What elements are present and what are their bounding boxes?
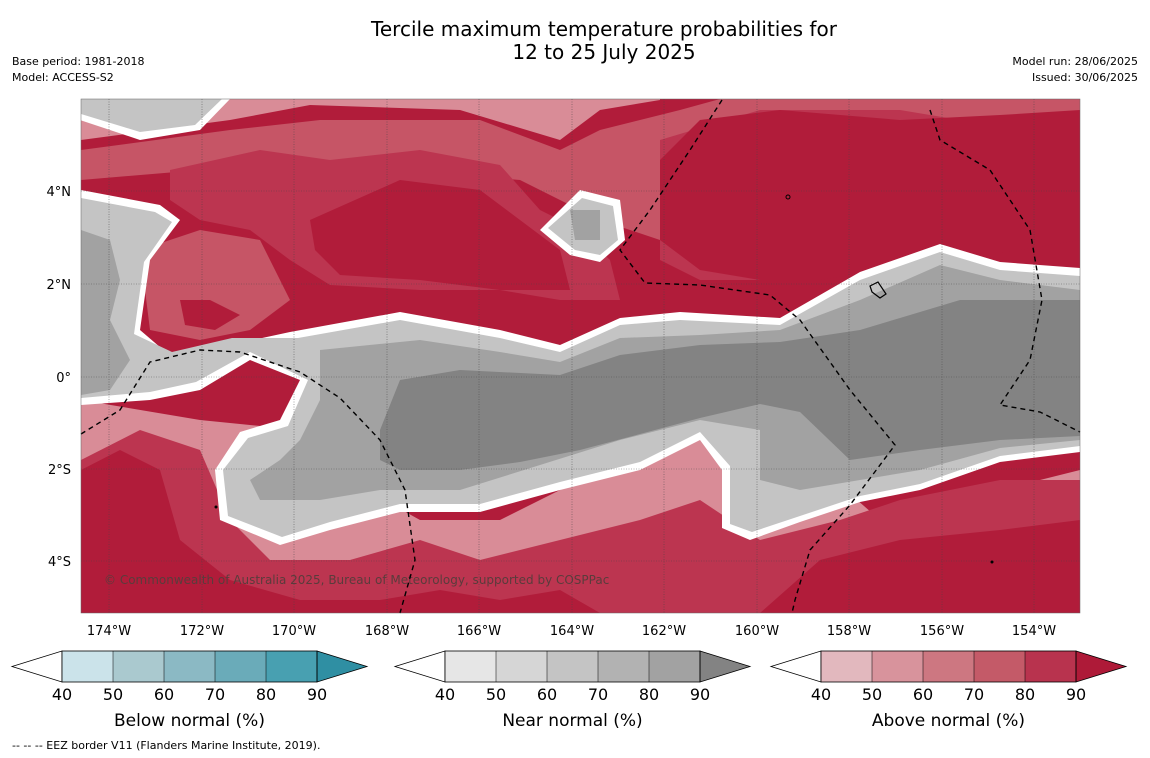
colorbar-title: Near normal (%)	[502, 711, 642, 731]
colorbar-segment	[872, 651, 923, 682]
colorbar-tick-label: 80	[256, 685, 276, 704]
colorbar-title: Below normal (%)	[114, 711, 265, 731]
map-field: © Commonwealth of Australia 2025, Bureau…	[81, 99, 1080, 613]
colorbar-high-extend	[316, 650, 369, 683]
longitude-tick-label: 172°W	[180, 624, 224, 639]
colorbar-tick-label: 40	[811, 685, 831, 704]
latitude-tick-labels: 4°N 2°N 0° 2°S 4°S	[47, 185, 72, 570]
colorbar-segment	[445, 651, 496, 682]
colorbar-segment	[547, 651, 598, 682]
colorbar-title: Above normal (%)	[872, 711, 1025, 731]
colorbar-frame	[444, 650, 701, 683]
colorbar-frame	[61, 650, 318, 683]
base-period-label: Base period: 1981-2018	[12, 55, 145, 68]
latitude-tick-label: 4°N	[47, 185, 72, 200]
map-title: Tercile maximum temperature probabilitie…	[0, 18, 1150, 64]
colorbar-tick-label: 70	[588, 685, 608, 704]
latitude-tick-label: 2°S	[48, 463, 71, 478]
above-colorbar: 40 50 60 70 80 90 Above normal (%)	[769, 650, 1128, 731]
latitude-tick-label: 0°	[56, 371, 71, 386]
colorbar-segment	[974, 651, 1025, 682]
colorbar-segment	[496, 651, 547, 682]
longitude-tick-label: 166°W	[457, 624, 501, 639]
colorbar-tick-label: 90	[1066, 685, 1086, 704]
colorbar-segment	[649, 651, 700, 682]
colorbar-tick-label: 90	[307, 685, 327, 704]
longitude-tick-label: 162°W	[642, 624, 686, 639]
longitude-tick-label: 170°W	[272, 624, 316, 639]
colorbar-tick-label: 60	[537, 685, 557, 704]
map-frame	[80, 98, 1081, 614]
colorbar-tick-label: 60	[913, 685, 933, 704]
colorbar-segment	[215, 651, 266, 682]
longitude-tick-labels: 174°W 172°W 170°W 168°W 166°W 164°W 162°W 160°W…	[87, 624, 1056, 639]
model-info-right: Model run: 28/06/2025 Issued: 30/06/2025	[1012, 54, 1138, 86]
island-dot	[214, 505, 218, 509]
colorbar-frame	[820, 650, 1077, 683]
eez-border	[80, 99, 1081, 614]
island-shape	[869, 281, 887, 299]
longitude-tick-label: 164°W	[550, 624, 594, 639]
longitude-tick-label: 168°W	[365, 624, 409, 639]
colorbar-tick-label: 50	[862, 685, 882, 704]
model-info-left: Base period: 1981-2018 Model: ACCESS-S2	[12, 54, 144, 86]
issued-label: Issued: 30/06/2025	[1031, 71, 1138, 84]
latitude-tick-label: 2°N	[47, 278, 72, 293]
below-colorbar: 40 50 60 70 80 90 Below normal (%)	[10, 650, 369, 731]
island-dot	[785, 194, 791, 200]
colorbar-segment	[113, 651, 164, 682]
colorbar-tick-label: 40	[435, 685, 455, 704]
colorbar-segment	[164, 651, 215, 682]
near-colorbar: 40 50 60 70 80 90 Near normal (%)	[393, 650, 752, 731]
near-normal-dark	[380, 300, 1080, 470]
colorbar-tick-label: 60	[154, 685, 174, 704]
colorbar-tick-label: 40	[52, 685, 72, 704]
colorbar-tick-label: 50	[486, 685, 506, 704]
colorbars: 40 50 60 70 80 90 Below normal (%) 40 50 60 70 80 90…	[10, 650, 1128, 731]
above-max-band	[81, 110, 1080, 613]
gridlines	[81, 99, 1080, 613]
model-label: Model: ACCESS-S2	[12, 71, 114, 84]
colorbar-low-extend	[769, 650, 822, 683]
longitude-tick-label: 174°W	[87, 624, 131, 639]
colorbar-low-extend	[393, 650, 446, 683]
title-line-1: Tercile maximum temperature probabilitie…	[371, 17, 837, 41]
colorbar-tick-label: 80	[1015, 685, 1035, 704]
colorbar-tick-label: 80	[639, 685, 659, 704]
latitude-tick-label: 4°S	[48, 555, 71, 570]
island-dot	[990, 560, 994, 564]
colorbar-segment	[266, 651, 317, 682]
colorbar-segment	[598, 651, 649, 682]
title-line-2: 12 to 25 July 2025	[512, 40, 696, 64]
colorbar-segment	[923, 651, 974, 682]
colorbar-segment	[821, 651, 872, 682]
copyright-text: © Commonwealth of Australia 2025, Bureau…	[104, 573, 609, 587]
model-run-label: Model run: 28/06/2025	[1012, 55, 1138, 68]
colorbar-tick-label: 90	[690, 685, 710, 704]
colorbar-segment	[62, 651, 113, 682]
longitude-tick-label: 156°W	[920, 624, 964, 639]
colorbar-tick-label: 50	[103, 685, 123, 704]
colorbar-high-extend	[1075, 650, 1128, 683]
longitude-tick-label: 154°W	[1012, 624, 1056, 639]
eez-footnote: -- -- -- EEZ border V11 (Flanders Marine…	[12, 739, 321, 752]
colorbar-high-extend	[699, 650, 752, 683]
longitude-tick-label: 158°W	[827, 624, 871, 639]
longitude-tick-label: 160°W	[735, 624, 779, 639]
colorbar-tick-label: 70	[205, 685, 225, 704]
colorbar-segment	[1025, 651, 1076, 682]
colorbar-low-extend	[10, 650, 63, 683]
colorbar-tick-label: 70	[964, 685, 984, 704]
